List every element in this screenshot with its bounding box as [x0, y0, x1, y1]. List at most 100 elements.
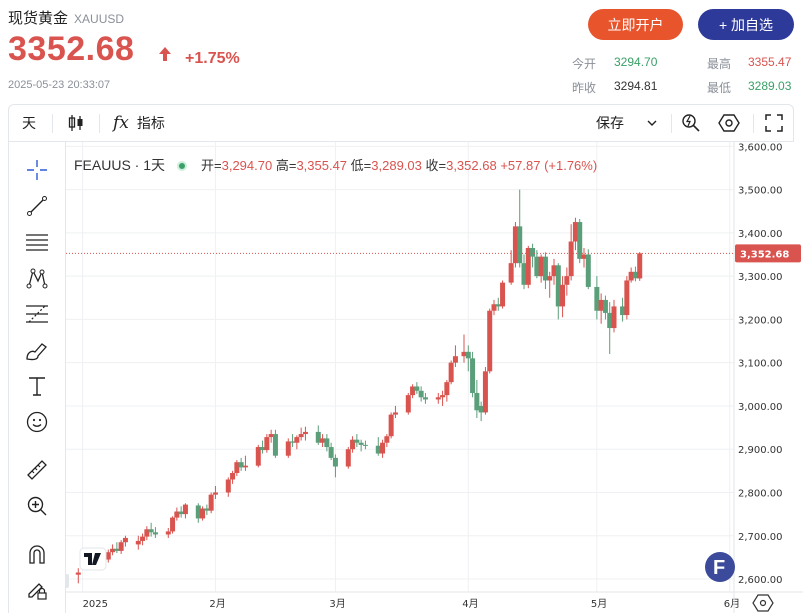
candle-body: [345, 449, 351, 467]
function-icon: fx: [113, 113, 129, 133]
candle: [452, 345, 458, 367]
candle: [105, 549, 111, 563]
x-tick-label: 6月: [724, 598, 740, 610]
candle: [380, 439, 386, 458]
candle: [474, 379, 480, 419]
candle-body: [118, 542, 124, 551]
candle: [182, 503, 188, 519]
candle-body: [585, 254, 591, 287]
candle: [144, 526, 150, 541]
candle-body: [354, 439, 360, 443]
candle: [577, 219, 583, 264]
candle-body: [637, 253, 643, 279]
last-price-label: 3,352.68: [740, 249, 789, 260]
chart-toolbar: 天 fx 指标 保存: [8, 104, 794, 142]
text-tool[interactable]: [23, 372, 51, 400]
smiley-icon: [26, 411, 48, 433]
y-tick-label: 2,800.00: [738, 488, 783, 499]
legend-high-value: 3,355.47: [296, 158, 348, 173]
candle-body: [452, 356, 458, 363]
candle: [624, 276, 630, 320]
horizontal-lines-tool[interactable]: [23, 228, 51, 256]
candle: [242, 455, 248, 471]
legend-close-key: 收=: [425, 158, 447, 173]
candle: [204, 504, 210, 515]
candle: [611, 299, 617, 333]
ruler-tool[interactable]: [23, 456, 51, 484]
zoom-tool[interactable]: [23, 492, 51, 520]
add-watchlist-button[interactable]: + 加自选: [698, 9, 794, 40]
up-arrow-icon: [159, 47, 171, 61]
x-tick-label: 2025: [83, 599, 108, 610]
candle: [148, 522, 154, 537]
price-chart[interactable]: 3,600.00 3,500.00 3,400.00 3,300.00 3,200.00…: [66, 142, 803, 613]
candle-body: [105, 552, 111, 560]
candle-body: [487, 310, 493, 372]
candle: [264, 434, 270, 453]
legend-close-value: 3,352.68: [446, 158, 497, 173]
axis-settings-icon: [752, 594, 774, 612]
candle: [405, 392, 411, 415]
brush-tool[interactable]: [23, 336, 51, 364]
trendline-tool[interactable]: [23, 192, 51, 220]
fullscreen-button[interactable]: [765, 105, 783, 141]
candle: [350, 436, 356, 453]
candle: [358, 439, 364, 452]
trendline-icon: [27, 196, 47, 216]
quick-search-button[interactable]: [681, 105, 701, 141]
candle-body: [474, 392, 480, 411]
lock-drawing-tool[interactable]: [23, 576, 51, 604]
candle-body: [508, 263, 514, 283]
candle: [328, 442, 334, 461]
candle: [637, 252, 643, 281]
settings-button[interactable]: [718, 105, 740, 141]
candle: [388, 412, 394, 439]
candle-body: [255, 447, 261, 466]
fibonacci-tool[interactable]: [23, 300, 51, 328]
last-price-tag: [735, 244, 801, 263]
candle: [551, 258, 557, 285]
lines-icon: [26, 234, 48, 251]
candle-body: [555, 265, 561, 307]
lightning-search-icon: [682, 114, 700, 132]
market-status-dot: [177, 161, 188, 171]
candle: [200, 506, 206, 521]
pattern-tool[interactable]: [23, 264, 51, 292]
candle-body: [611, 306, 617, 329]
crosshair-tool[interactable]: [23, 156, 51, 184]
candle: [375, 437, 381, 456]
candle-body: [551, 265, 557, 277]
candle-type-button[interactable]: [67, 105, 85, 141]
candle: [478, 401, 484, 422]
candle-body: [165, 531, 171, 535]
interval-selector[interactable]: 天: [22, 115, 36, 131]
candle: [290, 434, 296, 448]
prev-close-label: 昨收: [572, 81, 597, 95]
emoji-tool[interactable]: [23, 408, 51, 436]
candle: [255, 444, 261, 468]
candle: [465, 345, 471, 372]
candle: [564, 267, 570, 296]
instrument-symbol: XAUUSD: [74, 12, 125, 26]
save-button[interactable]: 保存: [596, 105, 658, 141]
candle: [208, 492, 214, 514]
f-logo-icon: [705, 552, 735, 582]
indicators-button[interactable]: fx 指标: [113, 105, 165, 141]
candle: [487, 308, 493, 374]
candle: [594, 276, 600, 320]
candle-body: [272, 434, 278, 456]
candle: [414, 382, 420, 394]
candle: [392, 405, 398, 419]
magnet-tool[interactable]: [23, 540, 51, 568]
candle-body: [242, 465, 248, 468]
candle-body: [517, 226, 523, 264]
candle: [212, 485, 218, 499]
candle: [354, 434, 360, 448]
candle: [534, 250, 540, 279]
y-tick-label: 3,400.00: [738, 229, 783, 240]
candle: [294, 435, 300, 450]
open-account-button[interactable]: 立即开户: [588, 9, 683, 40]
fibonacci-icon: [26, 305, 48, 323]
candle-body: [195, 505, 201, 519]
candle-body: [525, 248, 531, 285]
